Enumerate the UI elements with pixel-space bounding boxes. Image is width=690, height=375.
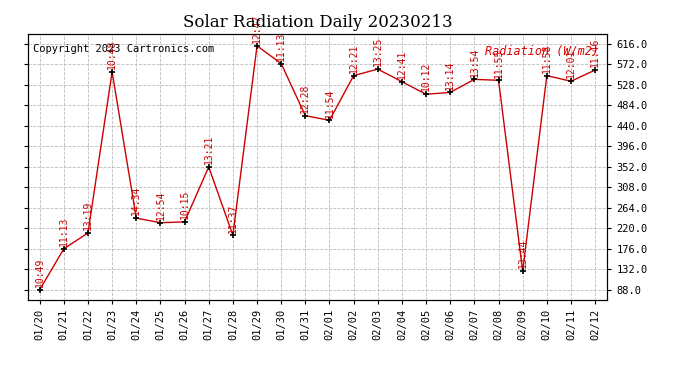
Text: 13:44: 13:44 <box>518 239 528 268</box>
Text: 14:34: 14:34 <box>131 186 141 215</box>
Text: 11:13: 11:13 <box>276 32 286 61</box>
Text: 13:25: 13:25 <box>373 37 383 66</box>
Text: 11:46: 11:46 <box>590 38 600 67</box>
Text: 11:58: 11:58 <box>542 44 552 73</box>
Text: 13:14: 13:14 <box>445 60 455 90</box>
Text: 11:13: 11:13 <box>59 217 69 246</box>
Text: 12:28: 12:28 <box>300 84 310 113</box>
Text: 12:21: 12:21 <box>348 44 359 73</box>
Text: Copyright 2023 Cartronics.com: Copyright 2023 Cartronics.com <box>33 44 215 54</box>
Title: Solar Radiation Daily 20230213: Solar Radiation Daily 20230213 <box>183 14 452 31</box>
Text: 10:15: 10:15 <box>179 190 190 219</box>
Text: 12:41: 12:41 <box>397 50 407 79</box>
Text: 12:47: 12:47 <box>252 13 262 43</box>
Text: 10:49: 10:49 <box>34 258 45 287</box>
Text: 11:55: 11:55 <box>493 48 504 78</box>
Text: 12:54: 12:54 <box>155 190 166 220</box>
Text: 11:54: 11:54 <box>324 88 335 117</box>
Text: 10:48: 10:48 <box>107 40 117 69</box>
Text: 11:37: 11:37 <box>228 203 238 232</box>
Text: 12:01: 12:01 <box>566 49 576 78</box>
Text: 10:12: 10:12 <box>421 62 431 92</box>
Text: Radiation (W/m2): Radiation (W/m2) <box>484 44 598 57</box>
Text: 13:54: 13:54 <box>469 47 480 76</box>
Text: 13:21: 13:21 <box>204 135 214 164</box>
Text: 13:19: 13:19 <box>83 201 93 230</box>
